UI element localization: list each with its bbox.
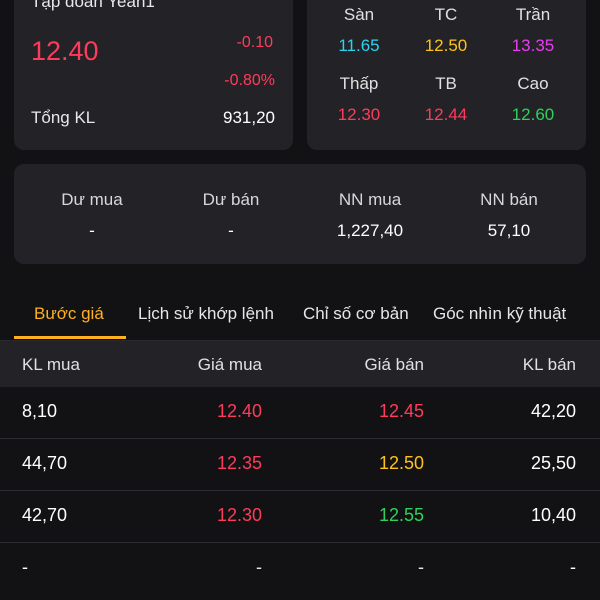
- total-volume-label: Tổng KL: [31, 108, 96, 127]
- ceiling-label: Trần: [515, 5, 551, 24]
- price-change: -0.10: [236, 34, 273, 51]
- tab-bar: Bước giá Lịch sử khớp lệnh Chỉ số cơ bản…: [0, 290, 600, 340]
- ask-volume: 42,20: [530, 401, 576, 421]
- tab-fundamentals[interactable]: Chỉ số cơ bản: [303, 304, 409, 323]
- reference-label: TC: [434, 5, 458, 24]
- average-value: 12.44: [424, 105, 468, 124]
- reference-value: 12.50: [424, 36, 468, 55]
- ask-volume: -: [570, 557, 576, 577]
- floor-value: 11.65: [338, 36, 380, 55]
- high-label: Cao: [517, 74, 549, 93]
- tab-divider: [0, 340, 600, 341]
- table-row: - - - -: [0, 543, 600, 594]
- low-label: Thấp: [339, 74, 379, 93]
- bid-surplus-value: -: [89, 221, 95, 240]
- ask-price: 12.55: [378, 505, 424, 525]
- ask-price: 12.50: [378, 453, 424, 473]
- foreign-buy-label: NN mua: [338, 190, 402, 209]
- tab-price-steps[interactable]: Bước giá: [34, 304, 104, 323]
- table-row: 8,10 12.40 12.45 42,20: [0, 387, 600, 439]
- bid-surplus-label: Dư mua: [61, 190, 123, 209]
- ask-price: -: [418, 557, 424, 577]
- bid-volume: 44,70: [22, 453, 68, 473]
- low-value: 12.30: [337, 105, 381, 124]
- bid-price: 12.35: [216, 453, 262, 473]
- ask-surplus-value: -: [228, 221, 234, 240]
- header-bid-price: Giá mua: [197, 355, 262, 374]
- tab-match-history[interactable]: Lịch sử khớp lệnh: [138, 304, 274, 323]
- foreign-buy-value: 1,227,40: [336, 221, 404, 240]
- ask-price: 12.45: [378, 401, 424, 421]
- foreign-sell-value: 57,10: [487, 221, 531, 240]
- company-name: Tập đoàn Yeah1: [31, 0, 155, 11]
- table-row: 44,70 12.35 12.50 25,50: [0, 439, 600, 491]
- bid-volume: 42,70: [22, 505, 68, 525]
- bid-price: -: [256, 557, 262, 577]
- price-change-percent: -0.80%: [224, 72, 275, 89]
- ask-surplus-label: Dư bán: [202, 190, 260, 209]
- high-value: 12.60: [511, 105, 555, 124]
- quote-card: Tập đoàn Yeah1 12.40 -0.10 -0.80% Tổng K…: [14, 0, 293, 150]
- price-levels-card: Sàn 11.65 TC 12.50 Trần 13.35 Thấp 12.30…: [307, 0, 586, 150]
- bid-volume: -: [22, 557, 28, 577]
- table-row: 42,70 12.30 12.55 10,40: [0, 491, 600, 543]
- ask-volume: 25,50: [530, 453, 576, 473]
- average-label: TB: [435, 74, 457, 93]
- header-ask-volume: KL bán: [522, 355, 576, 374]
- ask-volume: 10,40: [530, 505, 576, 525]
- floor-label: Sàn: [343, 5, 375, 24]
- current-price: 12.40: [31, 36, 99, 66]
- foreign-sell-label: NN bán: [480, 190, 538, 209]
- header-bid-volume: KL mua: [22, 355, 80, 374]
- bid-volume: 8,10: [22, 401, 58, 421]
- order-flow-card: Dư mua - Dư bán - NN mua 1,227,40 NN bán…: [14, 164, 586, 264]
- header-ask-price: Giá bán: [364, 355, 424, 374]
- ceiling-value: 13.35: [511, 36, 555, 55]
- total-volume-value: 931,20: [223, 108, 275, 127]
- tab-technical-view[interactable]: Góc nhìn kỹ thuật: [433, 304, 567, 323]
- bid-price: 12.30: [216, 505, 262, 525]
- bid-price: 12.40: [216, 401, 262, 421]
- order-book-header: KL mua Giá mua Giá bán KL bán: [0, 341, 600, 387]
- active-tab-indicator: [14, 336, 126, 339]
